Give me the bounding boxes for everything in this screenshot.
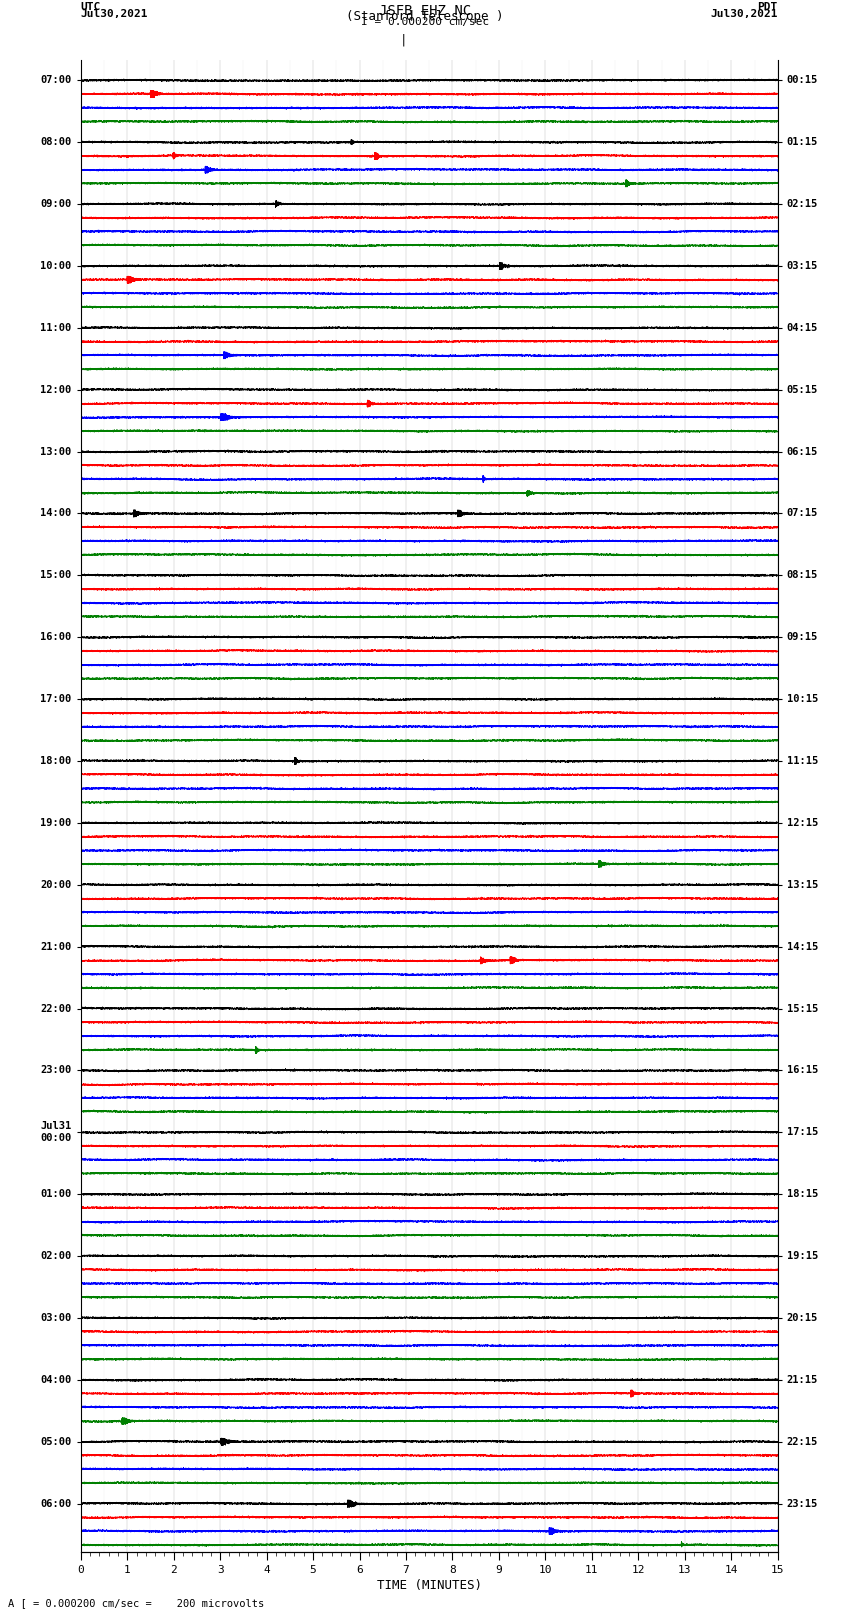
- Text: |: |: [400, 34, 407, 47]
- Text: (Stanford Telescope ): (Stanford Telescope ): [346, 11, 504, 24]
- X-axis label: TIME (MINUTES): TIME (MINUTES): [377, 1579, 482, 1592]
- Text: JSFB EHZ NC: JSFB EHZ NC: [379, 5, 471, 18]
- Text: A [ = 0.000200 cm/sec =    200 microvolts: A [ = 0.000200 cm/sec = 200 microvolts: [8, 1598, 264, 1608]
- Text: Jul30,2021: Jul30,2021: [81, 10, 148, 19]
- Text: PDT: PDT: [757, 3, 778, 13]
- Text: Jul30,2021: Jul30,2021: [711, 10, 778, 19]
- Text: I = 0.000200 cm/sec: I = 0.000200 cm/sec: [361, 18, 489, 27]
- Text: UTC: UTC: [81, 3, 101, 13]
